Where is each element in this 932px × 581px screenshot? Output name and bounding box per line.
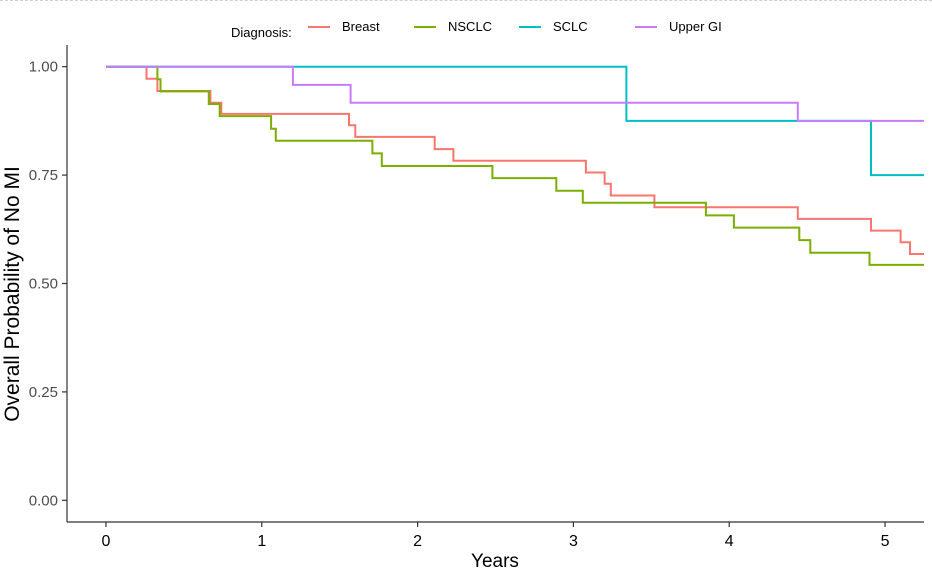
y-tick-label: 1.00	[29, 59, 58, 76]
y-tick-label: 0.00	[29, 492, 58, 509]
series	[106, 65, 924, 266]
legend-title: Diagnosis:	[231, 25, 292, 40]
y-axis-title: Overall Probability of No MI	[1, 166, 24, 422]
legend-label-sclc: SCLC	[553, 19, 588, 34]
legend: Diagnosis: Breast NSCLC SCLC Upper GI	[231, 19, 722, 40]
ticks: 0.00 0.25 0.50 0.75 1.00 0 1 2 3 4 5	[29, 59, 890, 550]
legend-label-breast: Breast	[342, 19, 380, 34]
x-tick-label: 4	[725, 533, 734, 550]
axes	[66, 45, 924, 523]
top-dashed-rule	[0, 0, 932, 1]
x-tick-label: 1	[257, 533, 266, 550]
y-tick-label: 0.50	[29, 276, 58, 293]
x-tick-label: 2	[413, 533, 422, 550]
x-axis-title: Years	[471, 551, 519, 572]
y-tick-label: 0.25	[29, 384, 58, 401]
x-tick-label: 0	[102, 533, 111, 550]
series-line-breast	[106, 65, 924, 255]
y-tick-label: 0.75	[29, 167, 58, 184]
series-line-upper-gi	[106, 65, 924, 122]
x-tick-label: 5	[881, 533, 890, 550]
x-tick-label: 3	[569, 533, 578, 550]
legend-label-upper-gi: Upper GI	[669, 19, 722, 34]
series-line-nsclc	[106, 65, 924, 266]
series-line-sclc	[106, 65, 924, 177]
legend-label-nsclc: NSCLC	[448, 19, 492, 34]
